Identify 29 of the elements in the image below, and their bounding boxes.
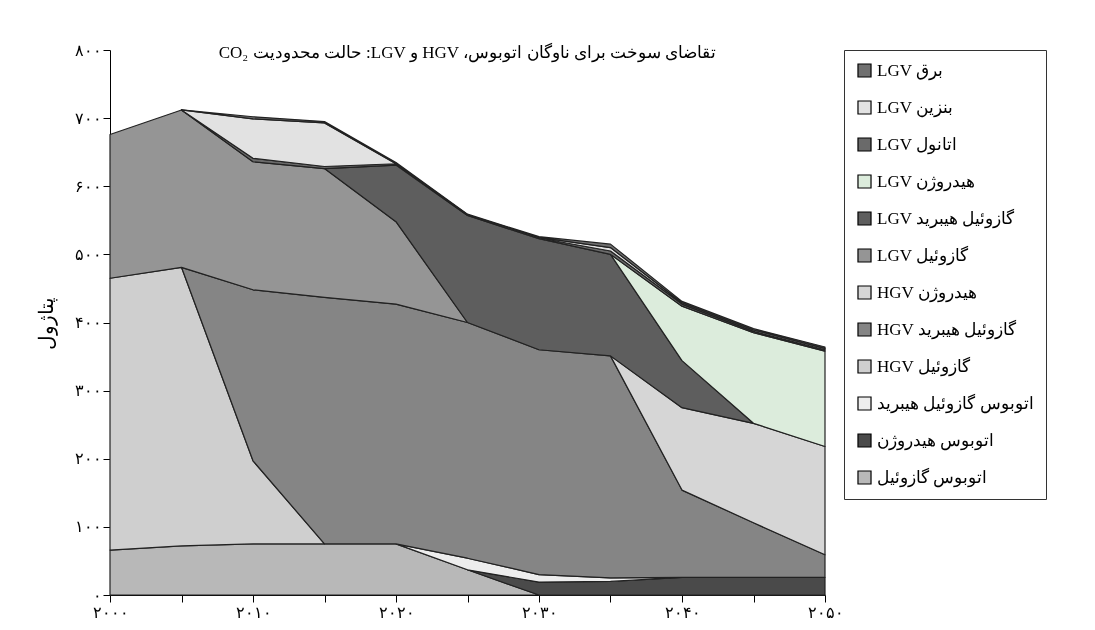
legend-label: هیدروژن LGV [877, 171, 976, 192]
legend-label: اتوبوس هیدروژن [877, 430, 995, 451]
legend-label: گازوئیل هیبرید LGV [877, 207, 1016, 229]
legend-label: گازوئیل LGV [877, 244, 970, 266]
legend-label: گازوئیل HGV [877, 355, 972, 377]
y-tick-label: ۰ [92, 586, 102, 604]
y-tick-label: ۸۰۰ [74, 41, 102, 59]
legend-label: بنزین LGV [877, 97, 954, 118]
y-tick-label: ۵۰۰ [74, 245, 102, 263]
legend-label: اتوبوس گازوئیل هیبرید [877, 392, 1034, 414]
legend-label: اتانول LGV [877, 134, 958, 155]
y-tick-label: ۴۰۰ [74, 314, 102, 331]
y-tick-label: ۳۰۰ [74, 382, 102, 400]
y-tick-label: ۱۰۰ [74, 518, 102, 536]
y-axis-title: پتاژول [34, 296, 58, 350]
chart-title: تقاضای سوخت برای ناوگان اتوبوس، HGV و LGV: حالت محدودیت CO₂ [218, 42, 717, 63]
legend-label: گازوئیل هیبرید HGV [877, 318, 1018, 340]
x-tick-label: ۲۰۱۰ [235, 603, 272, 621]
x-tick-label: ۲۰۵۰ [807, 603, 844, 621]
x-tick-label: ۲۰۳۰ [521, 603, 558, 621]
x-tick-label: ۲۰۲۰ [378, 603, 415, 621]
y-tick-label: ۲۰۰ [74, 450, 102, 468]
legend-label: اتوبوس گازوئیل [877, 466, 988, 488]
x-tick-label: ۲۰۴۰ [664, 603, 701, 621]
x-tick-label: ۲۰۰۰ [92, 603, 129, 621]
legend-label: هیدروژن HGV [877, 282, 978, 303]
legend-label: برق LGV [877, 60, 944, 81]
y-tick-label: ۶۰۰ [74, 177, 102, 195]
y-tick-label: ۷۰۰ [74, 109, 102, 127]
